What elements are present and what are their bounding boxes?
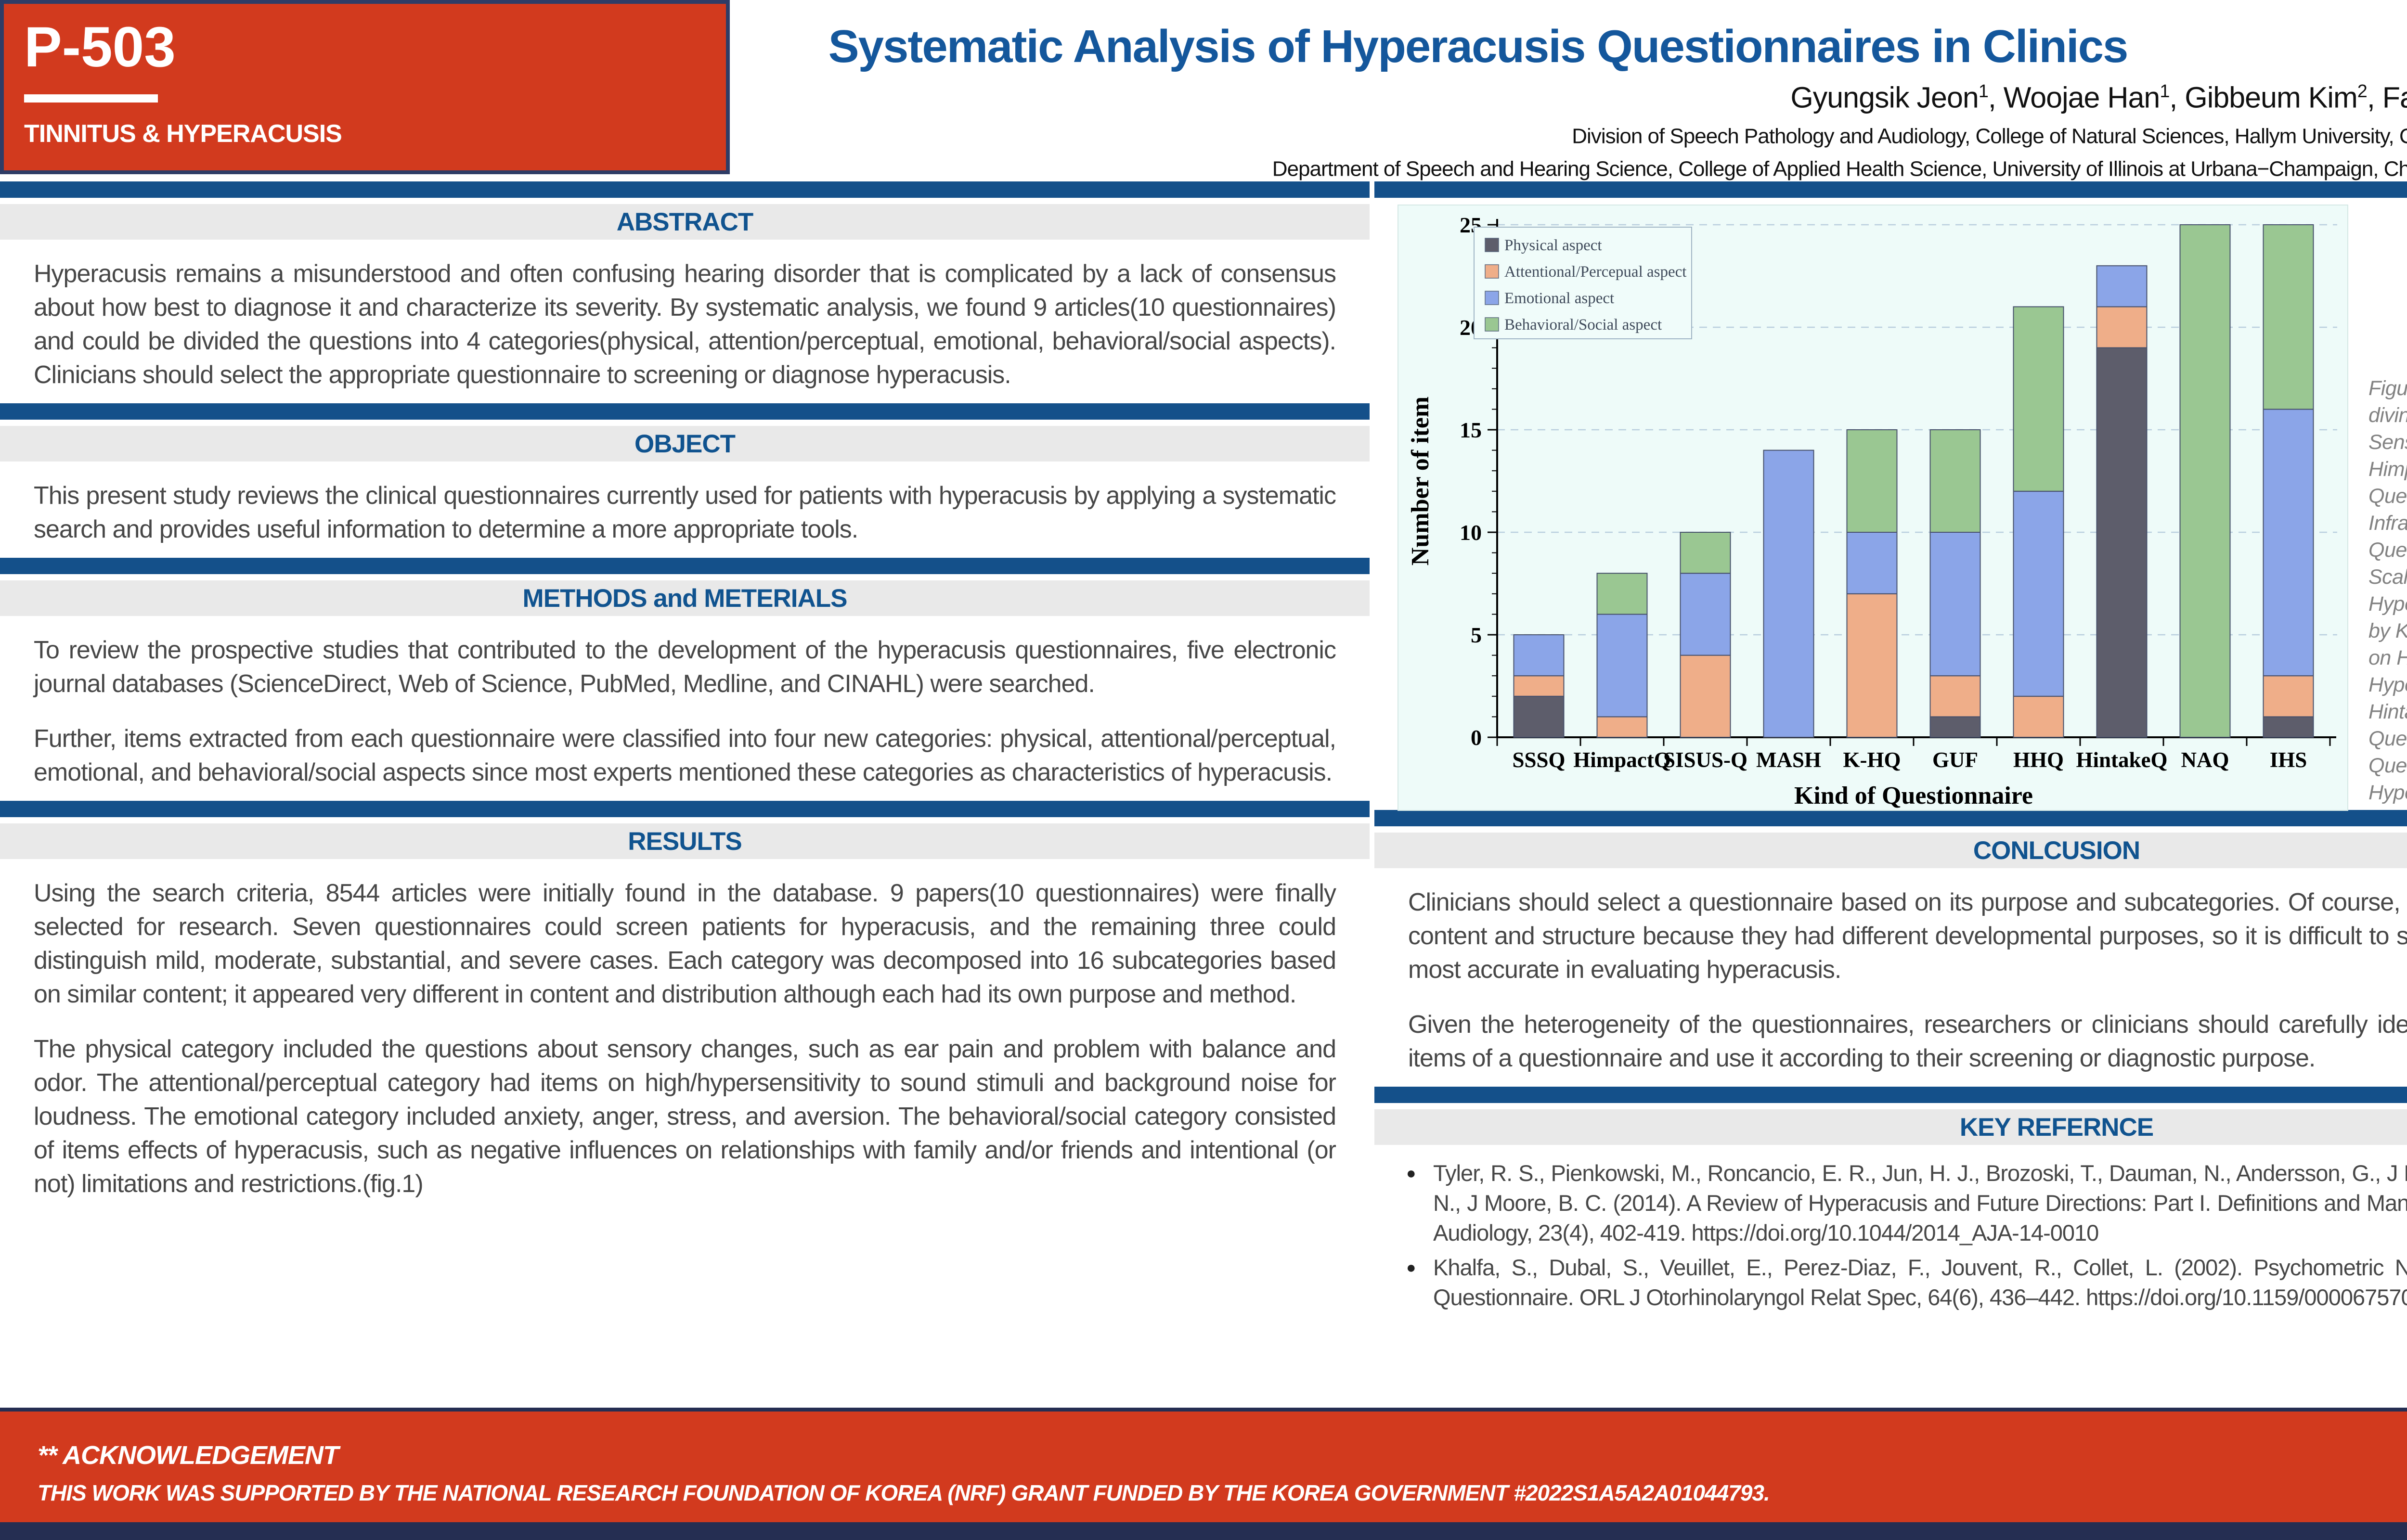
object-text: This present study reviews the clinical … [34,482,1336,543]
poster-title: Systematic Analysis of Hyperacusis Quest… [828,21,2129,72]
svg-text:NAQ: NAQ [2181,748,2229,772]
svg-text:Behavioral/Social aspect: Behavioral/Social aspect [1504,316,1662,334]
authors-line: Gyungsik Jeon1, Woojae Han1, Gibbeum Kim… [1790,81,2407,114]
reference-heading-band: KEY REFERNCE [1374,1109,2407,1145]
right-column: 0 5 10 15 20 25 SSSQ HimpactQ SISUS-Q MASH K-HQ GUF… [1374,181,2407,1317]
figure1-caption: Figure 1. Questionnaire’s category divin… [2368,377,2407,804]
byline: Gyungsik Jeon1, Woojae Han1, Gibbeum Kim… [1272,71,2407,183]
conclusion-paragraph: Given the heterogeneity of the questionn… [1408,1011,2407,1072]
svg-text:0: 0 [1471,725,1482,750]
abstract-heading: ABSTRACT [616,207,753,236]
section-divider [1374,1087,2407,1103]
results-paragraph: Using the search criteria, 8544 articles… [34,879,1336,1008]
svg-text:Physical aspect: Physical aspect [1504,237,1602,254]
affiliation-line: Department of Speech and Hearing Science… [1272,157,2407,181]
svg-text:Emotional aspect: Emotional aspect [1504,290,1614,307]
results-heading-band: RESULTS [0,823,1370,859]
methods-paragraph: Further, items extracted from each quest… [34,725,1336,786]
abstract-heading-band: ABSTRACT [0,204,1370,240]
reference-list: ● Tyler, R. S., Pienkowski, M., Roncanci… [1403,1158,2407,1312]
svg-text:10: 10 [1460,520,1482,545]
affiliation-line: Division of Speech Pathology and Audiolo… [1572,124,2407,148]
reference-text: Tyler, R. S., Pienkowski, M., Roncancio,… [1433,1160,2407,1245]
section-divider [0,801,1370,817]
poster-code: P-503 [24,15,176,79]
section-divider [0,181,1370,198]
results-heading: RESULTS [628,827,742,856]
figure1-chart: 0 5 10 15 20 25 SSSQ HimpactQ SISUS-Q MASH K-HQ GUF… [1398,205,2348,811]
svg-text:IHS: IHS [2270,748,2307,772]
methods-paragraph: To review the prospective studies that c… [34,636,1336,698]
svg-text:15: 15 [1460,418,1482,442]
results-paragraph: The physical category included the quest… [34,1035,1336,1198]
methods-heading-band: METHODS and METERIALS [0,580,1370,616]
session-code-box: P-503 TINNITUS & HYPERACUSIS [0,0,730,174]
svg-text:MASH: MASH [1756,748,1821,772]
svg-text:Number of item: Number of item [1407,397,1434,565]
svg-text:HimpactQ: HimpactQ [1573,748,1670,772]
figure1-block: 0 5 10 15 20 25 SSSQ HimpactQ SISUS-Q MASH K-HQ GUF… [1374,198,2407,811]
acknowledgement-footer: ** ACKNOWLEDGEMENT THIS WORK WAS SUPPORT… [0,1408,2407,1522]
object-heading: OBJECT [634,429,736,458]
svg-text:SSSQ: SSSQ [1512,748,1565,772]
svg-text:5: 5 [1471,623,1482,647]
section-divider [0,403,1370,420]
svg-text:Attentional/Percepual aspect: Attentional/Percepual aspect [1504,263,1686,281]
svg-text:HintakeQ: HintakeQ [2076,748,2167,772]
conclusion-heading: CONLCUSION [1973,836,2140,865]
left-column: ABSTRACT Hyperacusis remains a misunders… [0,181,1370,1201]
section-divider [0,558,1370,574]
object-heading-band: OBJECT [0,426,1370,462]
svg-text:HHQ: HHQ [2013,748,2064,772]
conclusion-paragraph: Clinicians should select a questionnaire… [1408,888,2407,984]
reference-heading: KEY REFERNCE [1959,1113,2154,1142]
svg-text:GUF: GUF [1932,748,1978,772]
bottom-strip [0,1522,2407,1540]
session-track: TINNITUS & HYPERACUSIS [24,120,342,148]
section-divider [1374,181,2407,198]
reference-item: ● Khalfa, S., Dubal, S., Veuillet, E., P… [1403,1253,2407,1312]
svg-text:Kind of Questionnaire: Kind of Questionnaire [1794,782,2033,809]
bullet-icon: ● [1406,1258,1416,1277]
acknowledgement-title: ** ACKNOWLEDGEMENT [38,1441,339,1470]
acknowledgement-text: THIS WORK WAS SUPPORTED BY THE NATIONAL … [38,1480,1770,1505]
conclusion-heading-band: CONLCUSION [1374,833,2407,868]
code-underline [24,94,158,103]
reference-text: Khalfa, S., Dubal, S., Veuillet, E., Per… [1433,1255,2407,1310]
section-divider [1374,810,2407,826]
methods-heading: METHODS and METERIALS [522,584,848,613]
svg-text:SISUS-Q: SISUS-Q [1663,748,1747,772]
reference-item: ● Tyler, R. S., Pienkowski, M., Roncanci… [1403,1158,2407,1248]
abstract-text: Hyperacusis remains a misunderstood and … [34,260,1336,389]
svg-text:K-HQ: K-HQ [1843,748,1901,772]
bullet-icon: ● [1406,1164,1416,1182]
